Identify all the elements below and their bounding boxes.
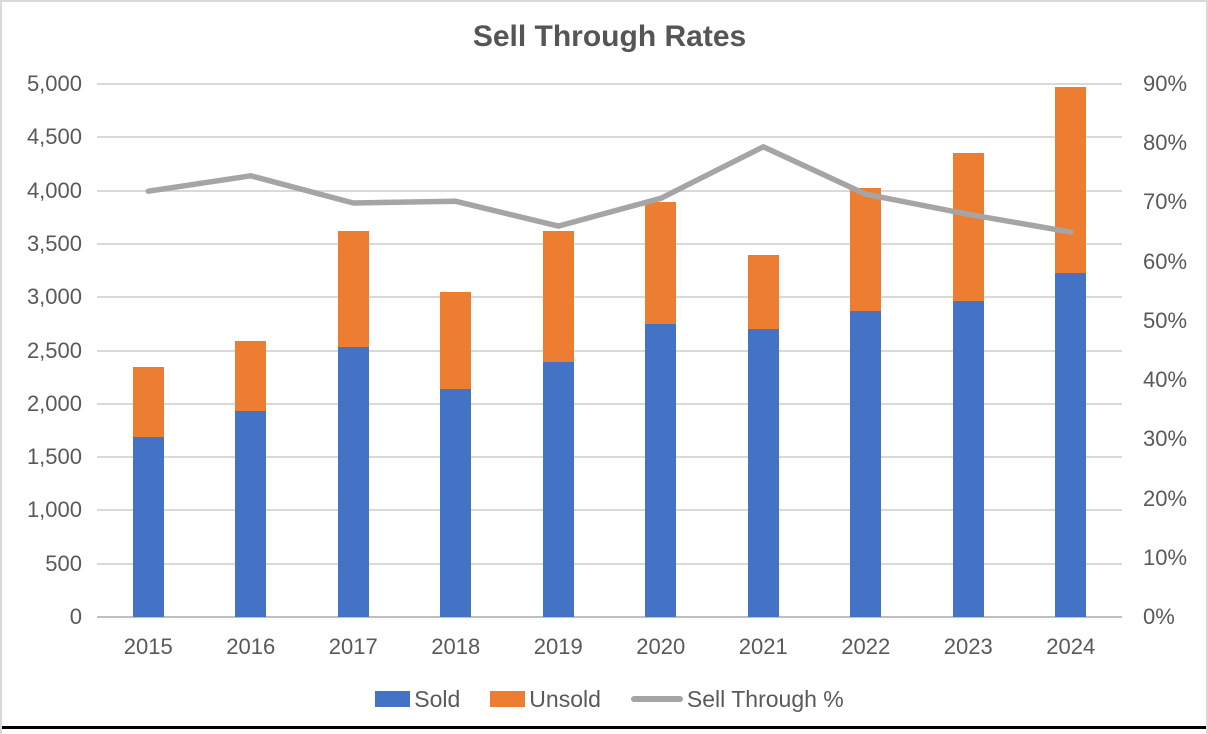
legend-label: Sell Through % (686, 685, 844, 712)
left-axis-tick: 3,000 (26, 284, 82, 310)
category-label-2015: 2015 (123, 634, 173, 659)
category-label-2022: 2022 (841, 634, 891, 659)
gridline (97, 402, 1122, 405)
bar-segment-unsold-2017[interactable] (337, 231, 369, 348)
legend-item-unsold[interactable]: Unsold (490, 686, 601, 713)
gridline (97, 296, 1122, 299)
right-axis-tick: 40% (1143, 367, 1188, 393)
right-axis-tick: 60% (1143, 248, 1188, 274)
unsold-legend-swatch-icon (490, 691, 526, 707)
bar-segment-sold-2015[interactable] (132, 436, 164, 617)
right-axis-tick: 80% (1143, 130, 1188, 156)
bar-segment-unsold-2024[interactable] (1055, 87, 1087, 273)
legend-label: Sold (414, 685, 461, 712)
gridline (97, 83, 1122, 85)
gridline (97, 189, 1122, 192)
left-axis-tick: 2,000 (26, 390, 82, 416)
bar-segment-sold-2024[interactable] (1055, 272, 1087, 617)
plot-area (97, 83, 1122, 618)
gridline (97, 456, 1122, 459)
category-label-2017: 2017 (328, 634, 378, 659)
legend: Sold Unsold Sell Through % (97, 684, 1122, 714)
sell-through--legend-swatch-icon (630, 696, 683, 702)
bar-segment-sold-2017[interactable] (337, 347, 369, 617)
left-axis-tick: 1,500 (26, 444, 82, 470)
bar-segment-unsold-2015[interactable] (132, 366, 164, 437)
category-label-2016: 2016 (226, 634, 276, 659)
category-label-2023: 2023 (943, 634, 993, 659)
category-label-2019: 2019 (533, 634, 583, 659)
legend-label: Unsold (529, 685, 601, 712)
right-axis-tick: 70% (1143, 189, 1188, 215)
category-label-2021: 2021 (738, 634, 788, 659)
bar-segment-sold-2021[interactable] (747, 329, 779, 617)
left-axis-tick: 3,500 (26, 230, 82, 256)
left-axis-tick: 4,500 (26, 124, 82, 150)
category-label-2018: 2018 (431, 634, 481, 659)
bar-segment-unsold-2016[interactable] (235, 340, 267, 412)
bar-segment-unsold-2019[interactable] (542, 231, 574, 363)
left-axis-tick: 0 (69, 604, 82, 629)
bar-segment-unsold-2023[interactable] (952, 153, 984, 302)
gridline (97, 509, 1122, 512)
sold-legend-swatch-icon (375, 691, 411, 707)
sell-through--line[interactable] (145, 144, 1074, 235)
right-axis-tick: 0% (1143, 604, 1175, 629)
right-axis-tick: 20% (1143, 485, 1188, 511)
legend-item-sold[interactable]: Sold (375, 686, 460, 713)
bar-segment-unsold-2021[interactable] (747, 254, 779, 330)
bar-segment-unsold-2020[interactable] (645, 202, 677, 324)
category-label-2020: 2020 (636, 634, 686, 659)
bottom-border-line (2, 726, 1206, 729)
bar-segment-unsold-2018[interactable] (440, 291, 472, 389)
x-axis-line (97, 616, 1122, 618)
legend-item-sell-through-[interactable]: Sell Through % (630, 685, 844, 713)
gridline (97, 349, 1122, 352)
right-axis-tick: 90% (1143, 71, 1188, 96)
bar-segment-unsold-2022[interactable] (850, 188, 882, 312)
bar-segment-sold-2023[interactable] (952, 301, 984, 617)
category-label-2024: 2024 (1046, 634, 1096, 659)
bar-segment-sold-2020[interactable] (645, 323, 677, 617)
gridline (97, 562, 1122, 565)
right-axis-tick: 10% (1143, 544, 1188, 570)
right-axis-tick: 30% (1143, 426, 1188, 452)
left-axis-tick: 500 (45, 550, 82, 576)
left-axis-tick: 4,000 (26, 177, 82, 203)
left-axis-tick: 5,000 (26, 71, 82, 96)
bar-segment-sold-2022[interactable] (850, 311, 882, 617)
gridline (97, 136, 1122, 139)
gridline (97, 242, 1122, 245)
bar-segment-sold-2016[interactable] (235, 411, 267, 617)
bar-segment-sold-2018[interactable] (440, 388, 472, 617)
bar-segment-sold-2019[interactable] (542, 362, 574, 617)
left-axis-tick: 2,500 (26, 337, 82, 363)
right-axis-tick: 50% (1143, 307, 1188, 333)
chart-title: Sell Through Rates (472, 20, 747, 53)
left-axis-tick: 1,000 (26, 497, 82, 523)
